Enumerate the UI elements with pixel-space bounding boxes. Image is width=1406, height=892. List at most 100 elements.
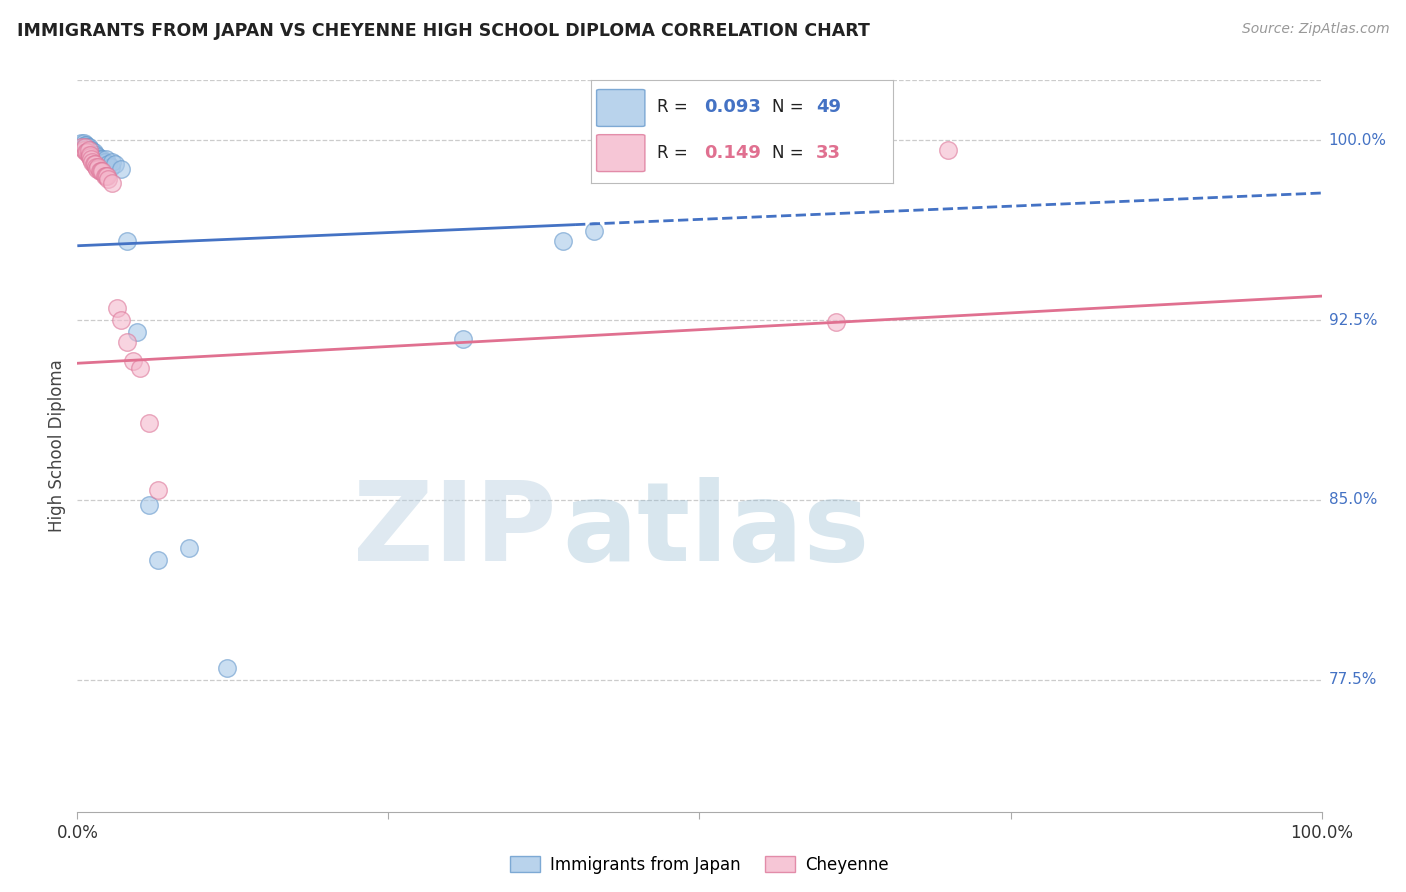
Text: 92.5%: 92.5% [1329,312,1376,327]
Point [215,661,238,675]
Point [73,140,96,154]
Point [813,140,835,154]
Point [79,150,101,164]
Point [82,145,104,160]
Point [87,150,110,164]
Point [825,316,848,330]
Legend: Immigrants from Japan, Cheyenne: Immigrants from Japan, Cheyenne [503,849,896,880]
Text: 85.0%: 85.0% [1329,492,1376,508]
Point [115,234,138,248]
Point [87,160,110,174]
Point [620,136,643,150]
Point [86,161,108,176]
Text: 0.093: 0.093 [704,98,761,117]
Point [582,224,605,238]
Point [82,150,104,164]
FancyBboxPatch shape [596,135,645,171]
Point [738,140,761,154]
Point [763,136,786,150]
Point [76,140,98,154]
Point [128,361,150,376]
Point [104,157,127,171]
Point [76,145,98,160]
Point [70,140,93,154]
Point [83,150,105,164]
Point [94,169,117,184]
Text: N =: N = [772,98,803,117]
Point [93,154,115,169]
Point [769,136,792,150]
Point [101,177,124,191]
Point [80,143,103,157]
Point [72,136,94,150]
Point [83,150,105,164]
Point [75,145,97,160]
Point [83,157,105,171]
Point [73,138,96,153]
Point [122,354,145,368]
Text: N =: N = [772,144,803,161]
Point [76,145,98,160]
Point [775,138,797,153]
Point [79,143,101,157]
Text: 0.149: 0.149 [704,144,761,161]
Point [89,153,111,167]
Text: 49: 49 [815,98,841,117]
Y-axis label: High School Diploma: High School Diploma [48,359,66,533]
Point [451,332,474,346]
FancyBboxPatch shape [596,89,645,127]
Point [825,136,848,150]
Point [80,153,103,167]
Point [138,498,160,512]
Point [90,164,112,178]
Point [148,553,170,567]
Point [77,143,100,157]
Point [91,153,114,167]
Point [93,169,115,184]
Text: R =: R = [657,144,688,161]
Point [100,160,122,174]
Point [83,145,105,160]
Point [110,313,132,327]
Point [138,416,160,430]
Point [86,153,108,167]
Point [787,136,810,150]
Point [179,541,201,555]
Point [148,483,170,498]
Point [938,143,960,157]
Text: 77.5%: 77.5% [1329,673,1376,688]
Point [125,325,148,339]
Point [115,334,138,349]
Text: 100.0%: 100.0% [1329,133,1386,148]
Point [101,154,124,169]
Text: R =: R = [657,98,688,117]
Text: Source: ZipAtlas.com: Source: ZipAtlas.com [1241,22,1389,37]
Point [97,157,120,171]
Point [83,157,105,171]
Text: IMMIGRANTS FROM JAPAN VS CHEYENNE HIGH SCHOOL DIPLOMA CORRELATION CHART: IMMIGRANTS FROM JAPAN VS CHEYENNE HIGH S… [17,22,870,40]
Point [75,140,97,154]
Point [77,145,100,160]
Point [91,164,114,178]
Text: ZIP: ZIP [353,476,557,583]
Point [82,154,104,169]
Text: atlas: atlas [562,476,870,583]
Point [96,169,118,184]
Point [70,136,93,150]
Point [84,147,107,161]
Point [89,164,111,178]
Text: 33: 33 [815,144,841,161]
Point [800,138,823,153]
Point [79,147,101,161]
Point [76,143,98,157]
Point [551,234,574,248]
Point [94,153,117,167]
Point [77,140,100,154]
Point [110,161,132,176]
Point [105,301,128,315]
Point [75,138,97,153]
Point [84,160,107,174]
Point [79,147,101,161]
Point [97,171,120,186]
Point [72,143,94,157]
